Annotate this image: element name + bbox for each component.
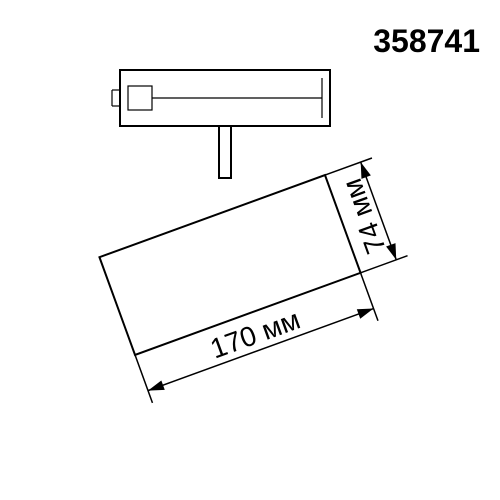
stem bbox=[219, 126, 231, 178]
dim-width-label: 74 мм bbox=[336, 175, 392, 258]
dim-length: 170 мм bbox=[135, 273, 378, 403]
diagram-canvas: 358741 170 мм bbox=[0, 0, 500, 500]
dim-length-label: 170 мм bbox=[206, 304, 304, 365]
rotated-body-group: 170 мм 74 мм bbox=[99, 158, 425, 403]
product-code: 358741 bbox=[373, 23, 480, 59]
dim-width: 74 мм bbox=[325, 158, 408, 273]
track-connector bbox=[112, 70, 330, 126]
